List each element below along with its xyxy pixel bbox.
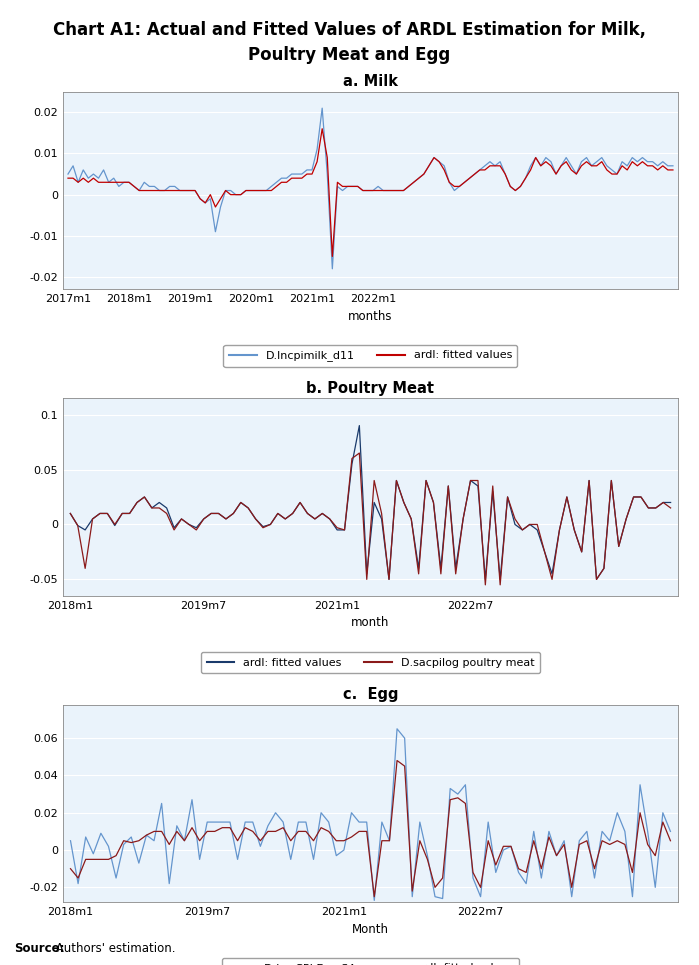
Text: Chart A1: Actual and Fitted Values of ARDL Estimation for Milk,
Poultry Meat and: Chart A1: Actual and Fitted Values of AR… bbox=[53, 21, 646, 65]
Text: Authors' estimation.: Authors' estimation. bbox=[52, 943, 176, 955]
Title: c.  Egg: c. Egg bbox=[343, 687, 398, 702]
X-axis label: months: months bbox=[348, 310, 393, 323]
Text: Source:: Source: bbox=[14, 943, 64, 955]
Legend: D.Ln_CPI Egg SA, ardl: fitted values: D.Ln_CPI Egg SA, ardl: fitted values bbox=[222, 957, 519, 965]
Title: b. Poultry Meat: b. Poultry Meat bbox=[306, 380, 435, 396]
X-axis label: month: month bbox=[352, 617, 389, 629]
X-axis label: Month: Month bbox=[352, 923, 389, 936]
Title: a. Milk: a. Milk bbox=[343, 74, 398, 89]
Legend: ardl: fitted values, D.sacpilog poultry meat: ardl: fitted values, D.sacpilog poultry … bbox=[201, 652, 540, 674]
Legend: D.lncpimilk_d11, ardl: fitted values: D.lncpimilk_d11, ardl: fitted values bbox=[224, 345, 517, 367]
